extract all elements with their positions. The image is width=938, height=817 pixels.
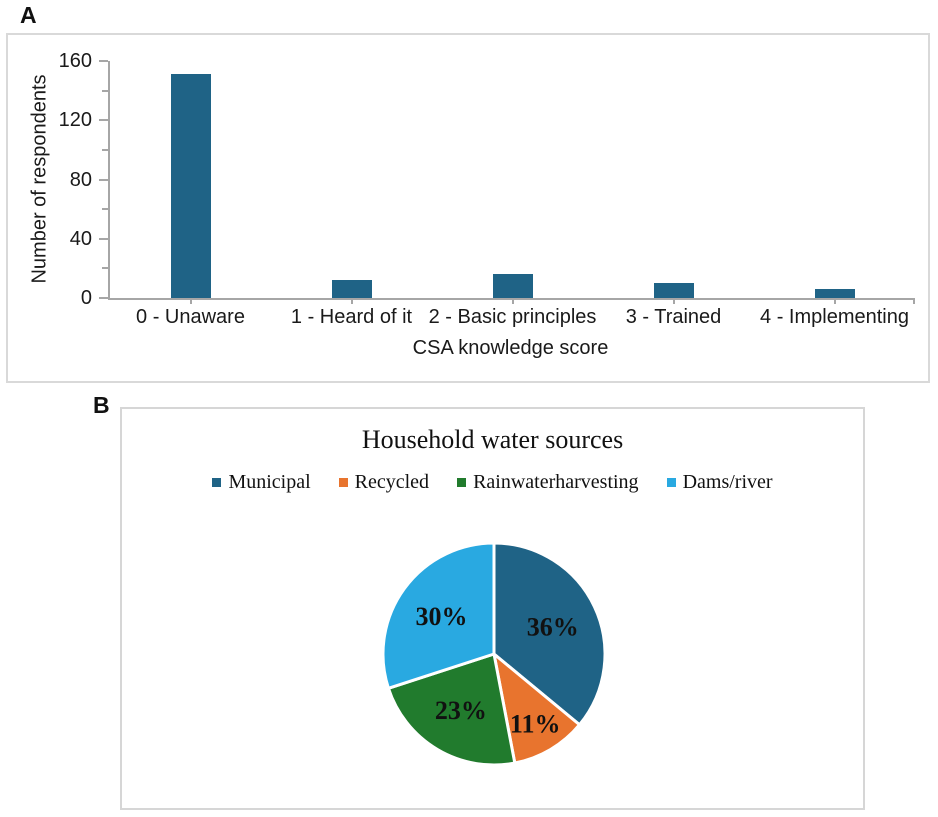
legend-label: Municipal bbox=[228, 471, 311, 493]
y-axis-major-tick bbox=[99, 119, 108, 122]
y-axis-minor-tick bbox=[102, 89, 108, 92]
pie-slice-dams-river bbox=[381, 541, 496, 690]
bar-3-trained bbox=[653, 283, 694, 298]
y-axis-tick-label: 0 bbox=[80, 287, 92, 309]
legend-swatch-icon bbox=[666, 478, 676, 487]
bar-2-basic-principles bbox=[492, 274, 533, 298]
pie-chart: 36% 11% 23% 30% bbox=[381, 541, 607, 767]
legend-swatch-icon bbox=[212, 478, 222, 487]
y-axis-major-tick bbox=[99, 237, 108, 240]
legend-item-rainwaterharvesting: Rainwaterharvesting bbox=[457, 471, 639, 494]
y-axis-major-tick bbox=[99, 60, 108, 62]
pie-legend: Municipal Recycled Rainwaterharvesting Dams… bbox=[122, 471, 863, 494]
legend-item-recycled: Recycled bbox=[338, 471, 430, 494]
panel-a-bar-chart: Number of respondents 0 40 80 120 160 0 - Una… bbox=[6, 33, 930, 383]
x-axis-category-label: 1 - Heard of it bbox=[290, 306, 413, 328]
y-axis-tick-label: 120 bbox=[58, 109, 92, 132]
panel-b-pie-chart: Household water sources Municipal Recycle… bbox=[120, 407, 865, 810]
legend-item-dams-river: Dams/river bbox=[666, 471, 773, 494]
legend-swatch-icon bbox=[457, 478, 467, 487]
y-axis-major-tick bbox=[99, 178, 108, 181]
x-axis-tick bbox=[672, 298, 675, 304]
panel-a-label: A bbox=[20, 2, 37, 28]
x-axis-end-tick bbox=[913, 298, 915, 304]
pie-value-label: 30% bbox=[416, 602, 468, 631]
legend-item-municipal: Municipal bbox=[212, 471, 311, 494]
x-axis-tick bbox=[189, 298, 192, 304]
bar-plot-area: 0 40 80 120 160 0 - Unaware 1 - Heard of it 2 -… bbox=[59, 50, 915, 328]
x-axis-category-label: 3 - Trained bbox=[625, 306, 722, 328]
pie-chart-title: Household water sources bbox=[361, 425, 624, 454]
bar-0-unaware bbox=[170, 74, 211, 298]
y-axis-major-tick bbox=[99, 297, 108, 299]
x-axis-category-label: 2 - Basic principles bbox=[428, 306, 597, 328]
pie-value-label: 11% bbox=[510, 710, 561, 739]
y-axis-minor-tick bbox=[102, 208, 108, 211]
y-axis-minor-tick bbox=[102, 267, 108, 270]
x-axis-title: CSA knowledge score bbox=[412, 337, 609, 359]
x-axis-tick bbox=[511, 298, 514, 304]
bar-4-implementing bbox=[814, 289, 855, 298]
y-axis-tick-label: 80 bbox=[69, 168, 92, 191]
y-axis-tick-label: 40 bbox=[69, 227, 92, 250]
pie-value-label: 23% bbox=[435, 696, 487, 725]
x-axis-tick bbox=[350, 298, 353, 304]
bar-1-heard-of-it bbox=[331, 280, 372, 298]
y-axis-tick-label: 160 bbox=[58, 50, 92, 72]
pie-value-label: 36% bbox=[527, 612, 579, 641]
legend-label: Recycled bbox=[354, 471, 430, 493]
pie-slice-municipal bbox=[492, 541, 607, 727]
pie-slice-rainwaterharvesting bbox=[386, 652, 517, 767]
y-axis-minor-tick bbox=[102, 148, 108, 151]
legend-label: Rainwaterharvesting bbox=[473, 471, 639, 493]
legend-label: Dams/river bbox=[682, 471, 773, 493]
legend-swatch-icon bbox=[338, 478, 348, 487]
x-axis-category-label: 0 - Unaware bbox=[136, 306, 245, 328]
x-axis-tick bbox=[833, 298, 836, 304]
panel-b-label: B bbox=[93, 392, 110, 418]
x-axis-category-label: 4 - Implementing bbox=[760, 306, 909, 328]
